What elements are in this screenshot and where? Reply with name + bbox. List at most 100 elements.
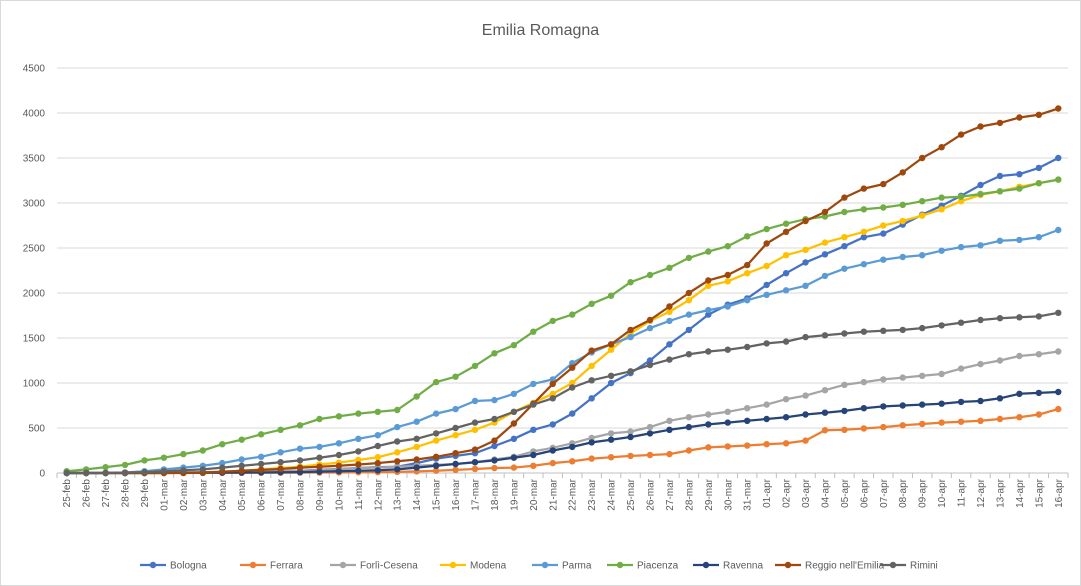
data-point [627, 368, 634, 375]
data-point [238, 456, 245, 463]
x-tick-label: 01-mar [159, 478, 170, 510]
series-reggio-nell-emilia [63, 105, 1062, 477]
data-point [705, 282, 712, 289]
data-point [335, 462, 343, 469]
data-point [899, 326, 906, 334]
data-point [1016, 171, 1023, 178]
data-point [724, 271, 731, 279]
data-point [1035, 111, 1043, 119]
data-point [744, 233, 751, 240]
data-point [257, 466, 265, 474]
data-point [1055, 176, 1062, 183]
data-point [724, 419, 731, 426]
data-point [685, 447, 693, 454]
data-point [1035, 351, 1043, 358]
data-point [899, 201, 906, 208]
data-point [646, 423, 654, 431]
x-tick-label: 16-apr [1054, 478, 1065, 508]
data-point [1035, 180, 1043, 187]
data-point [627, 333, 634, 341]
x-tick-label: 28-feb [121, 479, 132, 508]
x-tick-label: 26-feb [82, 479, 93, 508]
data-point [374, 408, 381, 415]
data-point [938, 194, 945, 201]
data-point [296, 468, 304, 476]
data-point [1035, 234, 1043, 241]
data-point [996, 188, 1004, 195]
data-point [841, 208, 848, 216]
legend-label: Forlì-Cesena [360, 561, 418, 572]
data-point [588, 362, 595, 370]
x-tick-label: 01-apr [762, 478, 773, 508]
data-point [918, 372, 926, 379]
data-point [296, 457, 304, 464]
data-point [627, 279, 634, 286]
data-point [666, 426, 673, 433]
legend-swatch-marker [784, 561, 792, 569]
data-point [491, 415, 498, 423]
data-point [938, 400, 945, 407]
data-point [199, 466, 207, 473]
series-line [66, 311, 1059, 475]
data-point [918, 401, 926, 408]
data-point [335, 413, 343, 420]
x-tick-label: 09-mar [315, 478, 326, 510]
data-point [899, 217, 906, 225]
data-point [452, 424, 459, 432]
data-point [802, 333, 809, 341]
series-line [66, 228, 1059, 475]
legend-swatch-marker [702, 561, 710, 569]
data-point [471, 465, 479, 473]
data-point [121, 461, 129, 469]
data-point [977, 316, 984, 324]
data-point [588, 347, 595, 354]
data-point [763, 291, 770, 298]
data-point [646, 271, 654, 279]
data-point [938, 206, 945, 213]
data-point [782, 220, 790, 227]
data-point [180, 467, 187, 474]
data-point [569, 443, 576, 451]
data-point [705, 277, 712, 284]
x-tick-label: 04-mar [218, 478, 229, 510]
legend-swatch-marker [249, 561, 257, 569]
data-point [938, 419, 945, 426]
data-point [782, 440, 790, 447]
data-point [918, 198, 926, 205]
x-tick-label: 22-mar [568, 478, 579, 510]
x-tick-label: 05-apr [840, 478, 851, 508]
data-point [996, 172, 1004, 180]
x-tick-label: 21-mar [548, 478, 559, 510]
data-point [257, 460, 265, 468]
data-point [394, 449, 401, 456]
data-point [1016, 352, 1023, 360]
data-point [121, 469, 129, 476]
data-point [918, 324, 926, 332]
data-point [374, 432, 381, 439]
x-tick-label: 02-mar [179, 478, 190, 510]
data-point [432, 378, 440, 386]
data-point [607, 436, 615, 443]
data-point [841, 234, 848, 241]
data-point [510, 454, 518, 461]
data-point [821, 332, 829, 339]
series-line [66, 107, 1059, 475]
data-point [160, 468, 168, 475]
series-forl-cesena [63, 348, 1062, 477]
x-tick-label: 09-apr [918, 478, 929, 508]
data-point [685, 289, 693, 297]
data-point [238, 462, 245, 469]
data-point [277, 459, 284, 466]
data-point [199, 447, 207, 454]
data-point [63, 469, 70, 477]
x-tick-label: 27-mar [665, 478, 676, 510]
data-point [413, 456, 420, 463]
data-point [860, 228, 868, 235]
data-point [82, 469, 90, 477]
data-point [880, 180, 887, 188]
data-point [452, 460, 459, 468]
data-point [744, 270, 751, 277]
data-point [432, 410, 440, 417]
data-point [724, 278, 731, 285]
data-point [627, 428, 634, 435]
